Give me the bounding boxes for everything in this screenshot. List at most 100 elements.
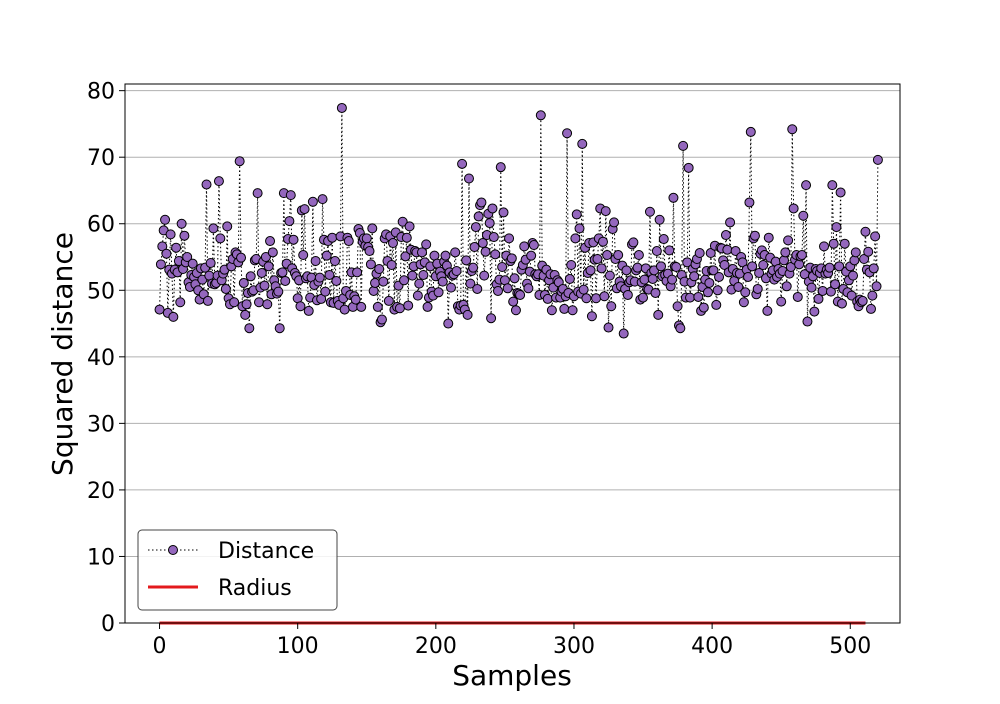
distance-point [418,269,429,280]
distance-point [559,303,570,314]
distance-point [495,162,506,173]
distance-point [825,286,836,297]
distance-point [364,246,375,257]
distance-point [591,293,602,304]
distance-point [632,262,643,273]
distance-point [819,241,830,252]
distance-point [749,230,760,241]
distance-point [704,277,715,288]
distance-point [585,265,596,276]
distance-point [827,180,838,191]
distance-point [504,233,515,244]
distance-point [241,299,252,310]
distance-point [754,267,765,278]
distance-point [809,306,820,317]
plot-series [154,102,883,625]
distance-point [463,173,474,184]
distance-point [719,260,730,270]
distance-point [378,276,389,287]
x-tick-label: 200 [415,634,457,659]
distance-point [780,247,791,258]
distance-point [403,300,414,311]
distance-point [714,271,725,282]
distance-point [622,289,633,300]
distance-point [422,301,433,312]
distance-point [182,252,193,263]
legend: Distance Radius [137,529,338,611]
distance-point [798,210,809,221]
distance-point [694,248,705,259]
distance-point [683,162,694,173]
distance-point [352,267,363,278]
distance-point [867,290,878,301]
distance-point [244,323,255,334]
distance-point [295,301,306,312]
distance-point [240,309,251,320]
legend-distance-marker [168,545,178,555]
distance-point [274,323,285,334]
distance-point [744,197,755,208]
distance-point [868,263,879,274]
distance-point [407,270,418,281]
distance-point [376,314,387,325]
distance-point [457,158,468,169]
distance-point [213,176,224,187]
distance-point [830,279,841,290]
distance-point [763,232,774,243]
distance-point [725,217,736,228]
distance-point [321,250,332,261]
y-tick-label: 60 [87,213,115,238]
distance-point [824,262,835,273]
distance-point [778,255,789,266]
distance-point [567,305,578,316]
distance-point [468,262,479,273]
distance-point [813,293,824,304]
distance-point [310,256,321,266]
distance-point [621,265,632,276]
distance-point [327,232,338,243]
distance-point [566,260,577,270]
distance-point [762,305,773,316]
distance-point [476,197,487,208]
distance-point [783,235,794,246]
distance-point [480,246,491,257]
distance-point [546,305,557,316]
distance-point [451,265,462,276]
distance-point [836,298,847,309]
distance-point [479,270,490,281]
distance-point [865,303,876,314]
distance-point [650,287,661,298]
distance-point [571,209,582,220]
distance-point [443,318,454,329]
distance-point [675,323,686,334]
distance-point [671,261,682,272]
distance-point [254,297,264,308]
distance-point [698,302,709,313]
distance-point [288,234,299,245]
distance-point [487,203,498,214]
distance-point [245,271,256,282]
distance-point [644,206,655,217]
distance-point [535,110,546,121]
distance-point [401,232,412,243]
distance-point [285,190,296,201]
distance-point [667,274,678,285]
plot-frame [124,83,901,624]
distance-point [284,216,295,227]
distance-point [633,250,644,261]
distance-point [806,282,817,293]
distance-point [201,179,212,190]
distance-point [161,248,172,259]
distance-point [298,250,309,261]
distance-point [490,249,501,260]
distance-point [835,187,846,198]
distance-point [678,140,689,151]
distance-point [828,238,839,249]
distance-point [702,287,713,298]
distance-point [562,128,573,139]
distance-point [870,231,881,242]
distance-point [388,238,398,249]
distance-point [794,259,805,270]
distance-point [653,309,664,320]
distance-point [733,281,744,292]
